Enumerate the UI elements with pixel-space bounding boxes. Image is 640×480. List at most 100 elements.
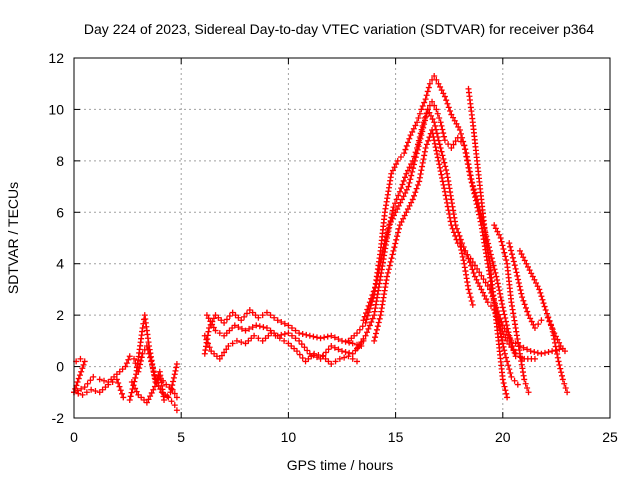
data-point <box>442 192 449 199</box>
data-point <box>437 168 444 175</box>
data-point <box>372 334 379 341</box>
x-tick-label: 15 <box>388 429 404 445</box>
data-point <box>445 104 452 111</box>
x-tick-label: 0 <box>70 429 78 445</box>
data-point <box>504 358 511 365</box>
data-point <box>527 348 534 355</box>
data-point <box>360 317 367 324</box>
series-track-d <box>201 307 365 357</box>
data-point <box>536 286 543 293</box>
data-point <box>524 308 531 315</box>
data-point <box>401 212 408 219</box>
data-point <box>409 196 416 203</box>
data-point <box>431 119 438 126</box>
data-point <box>126 397 133 403</box>
data-point <box>390 212 397 219</box>
data-point <box>288 332 295 339</box>
data-point <box>424 88 431 95</box>
data-point <box>120 394 127 401</box>
data-point <box>441 93 448 100</box>
data-point <box>454 134 461 141</box>
data-point <box>399 196 406 203</box>
data-point <box>285 330 292 337</box>
data-point <box>531 349 538 355</box>
data-marks <box>71 73 571 414</box>
data-point <box>504 394 511 401</box>
data-point <box>263 309 270 316</box>
data-point <box>76 372 83 379</box>
data-point <box>516 283 523 290</box>
data-point <box>410 125 417 132</box>
data-point <box>521 376 528 383</box>
data-point <box>441 159 448 166</box>
data-point <box>561 380 568 387</box>
data-point <box>173 394 180 401</box>
data-point <box>421 99 428 106</box>
data-point <box>433 76 440 83</box>
data-point <box>562 385 569 391</box>
data-point <box>79 365 86 372</box>
data-point <box>446 211 453 217</box>
data-point <box>128 389 135 396</box>
data-point <box>243 310 250 317</box>
data-point <box>443 167 450 174</box>
data-point <box>317 355 324 362</box>
data-point <box>113 376 120 383</box>
data-point <box>499 304 506 311</box>
data-point <box>439 178 446 185</box>
data-point <box>331 344 338 351</box>
y-tick-label: 10 <box>48 101 64 117</box>
data-point <box>545 314 552 321</box>
data-point <box>267 312 274 319</box>
data-point <box>78 368 85 375</box>
data-point <box>541 303 548 310</box>
data-point <box>105 381 112 388</box>
data-point <box>426 109 433 116</box>
data-point <box>225 343 232 349</box>
data-point <box>557 365 564 372</box>
data-point <box>159 377 166 384</box>
data-point <box>451 117 458 124</box>
data-point <box>299 355 306 361</box>
data-point <box>117 387 124 394</box>
data-point <box>452 232 459 239</box>
data-point <box>356 326 363 333</box>
y-tick-label: 2 <box>56 307 64 323</box>
data-point <box>414 119 421 126</box>
data-point <box>444 203 451 210</box>
data-point <box>388 255 395 262</box>
data-point <box>533 280 540 286</box>
data-point <box>455 123 462 130</box>
data-point <box>450 114 457 121</box>
data-point <box>346 349 353 356</box>
data-point <box>253 322 260 329</box>
data-point <box>434 110 441 117</box>
data-point <box>221 349 228 356</box>
data-point <box>397 199 404 206</box>
data-point <box>411 192 418 199</box>
data-point <box>413 185 420 192</box>
data-point <box>503 390 510 397</box>
data-point <box>369 315 376 322</box>
data-point <box>285 322 292 329</box>
data-point <box>441 137 448 144</box>
data-point <box>518 290 525 297</box>
data-point <box>418 132 425 139</box>
data-point <box>423 92 430 99</box>
data-point <box>418 167 425 174</box>
data-point <box>440 156 447 163</box>
data-point <box>205 315 212 322</box>
data-point <box>328 343 335 349</box>
data-point <box>356 342 363 349</box>
plot-frame <box>73 57 611 419</box>
data-point <box>417 171 424 177</box>
data-point <box>389 167 396 174</box>
data-point <box>171 402 178 409</box>
data-point <box>263 325 270 331</box>
data-point <box>414 182 421 189</box>
data-point <box>328 361 335 367</box>
data-point <box>372 284 379 291</box>
data-point <box>150 386 157 393</box>
data-point <box>452 138 459 145</box>
data-point <box>320 352 327 359</box>
